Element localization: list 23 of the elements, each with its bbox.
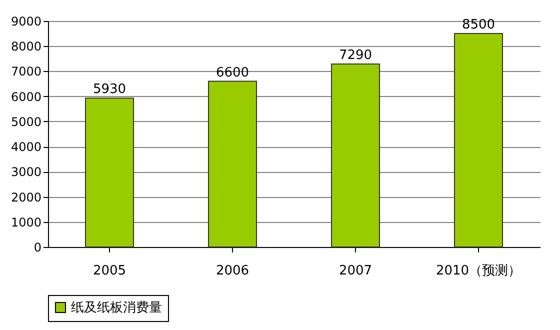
bar [208,80,257,248]
y-tick-label: 3000 [10,165,42,180]
y-tick-label: 0 [34,240,42,254]
data-label: 5930 [92,82,126,98]
x-tick-label: 2007 [338,264,372,278]
y-tick-label: 2000 [10,190,42,204]
x-tick-label: 2010（预测） [436,264,522,278]
data-label: 6600 [216,65,250,80]
y-tick-label: 9000 [10,14,42,28]
y-tick-label: 1000 [10,215,42,230]
bar [85,98,134,248]
y-tick-label: 6000 [10,90,42,104]
bar [331,63,380,248]
y-tick-label: 7000 [10,64,42,79]
x-tick-label: 2006 [216,264,250,278]
y-tick-label: 8000 [10,40,42,54]
legend-label: 纸及纸板消费量 [71,300,162,316]
x-tick-label: 2005 [92,264,126,278]
data-label: 8500 [462,18,496,33]
bar [454,33,503,248]
y-tick-label: 5000 [10,114,42,129]
data-label: 7290 [338,48,372,63]
y-tick-label: 4000 [10,140,42,154]
